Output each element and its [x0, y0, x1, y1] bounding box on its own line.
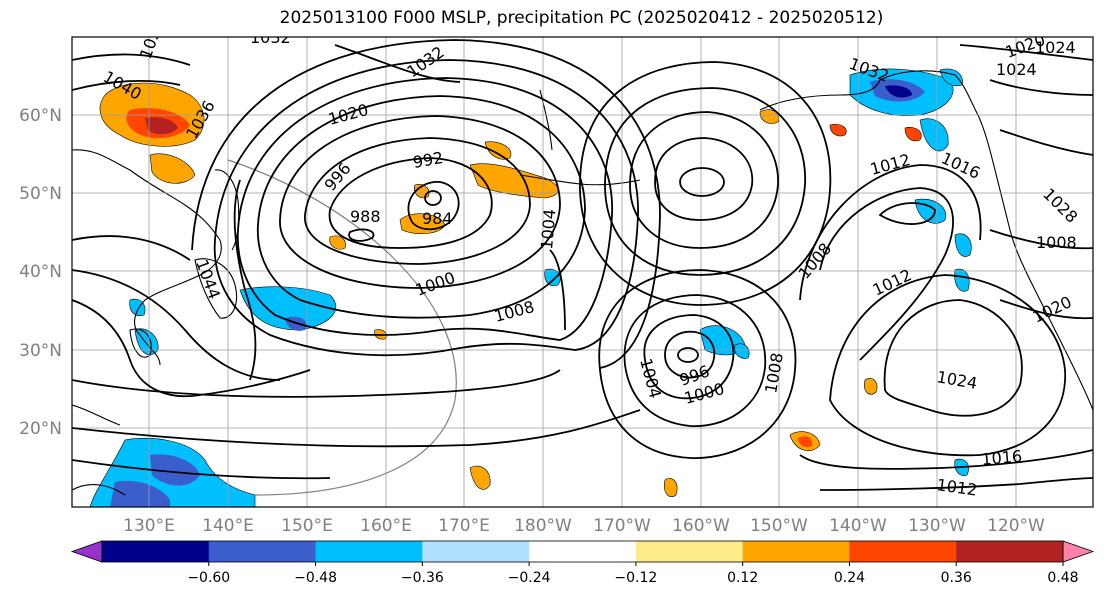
lon-label: 170°W — [593, 516, 651, 536]
lat-label: 30°N — [19, 341, 62, 361]
colorbar-cell — [208, 541, 317, 562]
lon-label: 120°W — [987, 516, 1045, 536]
colorbar-cell — [315, 541, 423, 562]
colorbar-cell — [422, 541, 530, 562]
contour-label: 984 — [422, 209, 453, 228]
contour-label: 1016 — [981, 447, 1023, 469]
graticule — [72, 37, 1093, 507]
contour-label: 1024 — [1035, 38, 1076, 57]
precip-negative-shading — [89, 68, 972, 507]
colorbar-cell — [742, 541, 850, 562]
colorbar: −0.60 −0.48 −0.36 −0.24 −0.12 0.12 0.24 0.36 0.4… — [70, 540, 1095, 586]
colorbar-cell — [529, 541, 637, 562]
contour-label: 1008 — [1036, 233, 1077, 252]
lon-label: 130°W — [908, 516, 966, 536]
lat-label: 20°N — [19, 419, 62, 439]
colorbar-tick-label: 0.24 — [834, 570, 865, 586]
colorbar-tick-label: 0.36 — [941, 570, 972, 586]
contour-label: 988 — [350, 207, 381, 226]
lon-label: 150°W — [750, 516, 808, 536]
colorbar-outline — [101, 540, 1064, 563]
colorbar-tick-label: 0.48 — [1047, 570, 1078, 586]
colorbar-tick-label: −0.60 — [187, 570, 230, 586]
longitude-labels: 130°E 140°E 150°E 160°E 170°E 180°W 170°… — [123, 516, 1045, 536]
precip-positive-shading — [99, 82, 922, 498]
colorbar-tick-label: 0.12 — [727, 570, 758, 586]
colorbar-tick-label: −0.24 — [508, 570, 551, 586]
colorbar-ticks: −0.60 −0.48 −0.36 −0.24 −0.12 0.12 0.24 0.36 0.4… — [187, 562, 1079, 586]
colorbar-tick-label: −0.48 — [294, 570, 337, 586]
colorbar-extend-min — [70, 540, 103, 563]
lon-label: 140°E — [202, 516, 254, 536]
colorbar-cells — [70, 540, 1095, 563]
lon-label: 150°E — [281, 516, 333, 536]
lon-label: 170°E — [438, 516, 490, 536]
map-frame — [71, 36, 1094, 508]
colorbar-cell — [635, 541, 744, 562]
lon-label: 180°W — [514, 516, 572, 536]
lon-label: 140°W — [829, 516, 887, 536]
lon-label: 130°E — [123, 516, 175, 536]
colorbar-tick-label: −0.12 — [614, 570, 657, 586]
map-area: 1032 1036 1040 1032 1020 992 996 988 984… — [72, 28, 1093, 507]
lat-label: 60°N — [19, 106, 62, 126]
map-title: 2025013100 F000 MSLP, precipitation PC (… — [279, 8, 884, 28]
coastlines — [72, 70, 1093, 496]
isobars — [72, 39, 1093, 491]
lon-label: 160°E — [360, 516, 412, 536]
contour-label: 1024 — [996, 60, 1037, 79]
lat-label: 40°N — [19, 262, 62, 282]
colorbar-tick-label: −0.36 — [401, 570, 444, 586]
colorbar-cell — [849, 541, 957, 562]
contour-label: 1004 — [537, 208, 559, 250]
contour-label: 1032 — [250, 28, 291, 47]
colorbar-cell — [102, 541, 210, 562]
colorbar-cell — [956, 541, 1064, 562]
lon-label: 160°W — [672, 516, 730, 536]
latitude-labels: 60°N 50°N 40°N 30°N 20°N — [19, 106, 62, 439]
lat-label: 50°N — [19, 184, 62, 204]
colorbar-extend-max — [1062, 540, 1095, 563]
